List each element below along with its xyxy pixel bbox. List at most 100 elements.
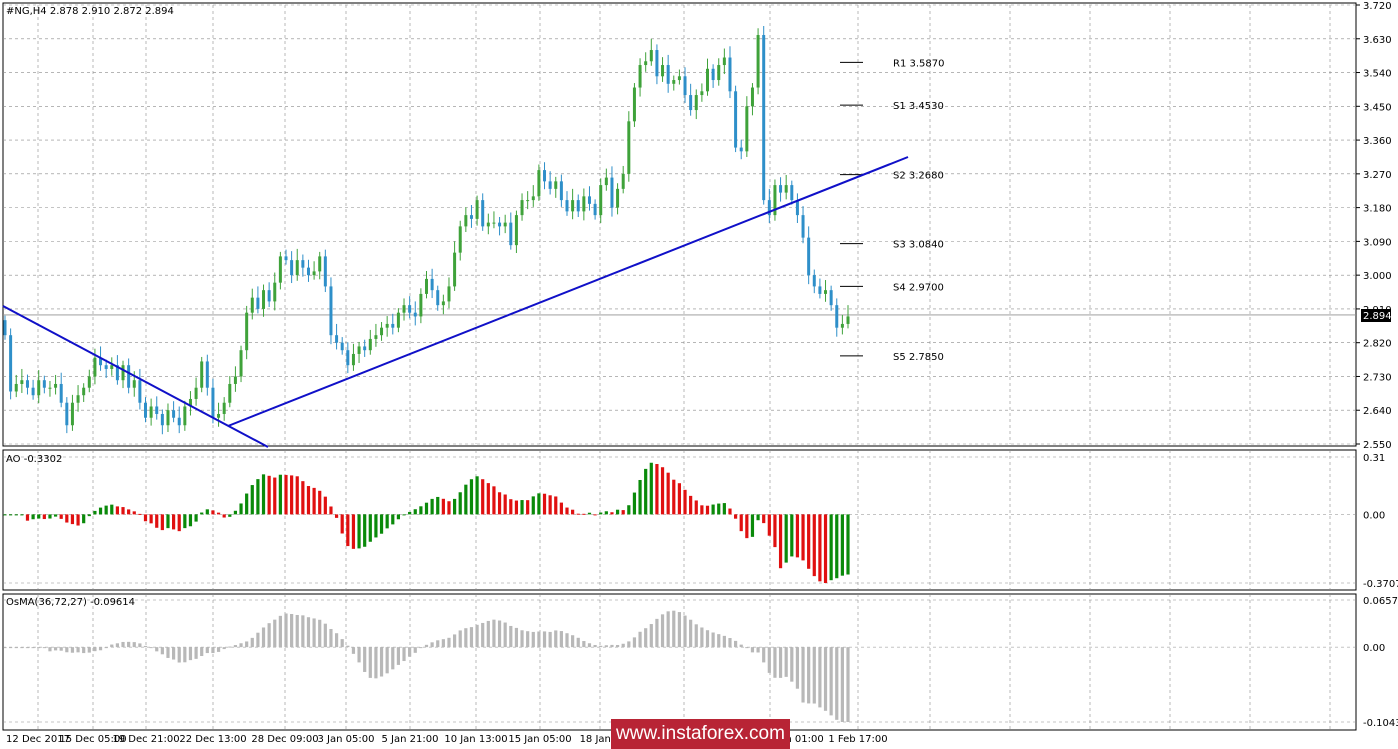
candle-body [582, 196, 586, 212]
candlestick-series[interactable] [3, 26, 850, 435]
candle-body [374, 335, 378, 339]
osma-bar [127, 641, 131, 648]
osma-bar [627, 641, 631, 648]
osma-bar [374, 647, 378, 679]
osma-bar [76, 647, 80, 653]
ao-bar [59, 514, 63, 519]
osma-bar [587, 643, 592, 648]
osma-bar [582, 641, 586, 648]
osma-bar [216, 647, 221, 652]
ao-bar [571, 509, 575, 515]
candle-body [149, 406, 153, 418]
ao-bar [475, 476, 479, 515]
osma-bar [621, 643, 625, 648]
y-tick-label: 3.180 [1363, 204, 1392, 215]
ao-bar [256, 479, 260, 515]
candle-body [464, 215, 468, 227]
ao-bar [385, 514, 389, 529]
candle-body [419, 293, 423, 317]
y-tick-label: 2.550 [1363, 440, 1392, 451]
trendlines[interactable] [2, 156, 909, 448]
ao-bar [660, 467, 665, 515]
osma-bar [239, 643, 243, 648]
osma-bar [818, 647, 822, 708]
candle-body [520, 200, 524, 216]
osma-bar [323, 623, 327, 648]
ao-bar [318, 490, 322, 515]
x-tick-label: 22 Dec 13:00 [179, 734, 246, 745]
ao-bar [424, 502, 429, 515]
candle-body [632, 87, 636, 122]
ao-bar [323, 496, 327, 515]
panel-border [2, 2, 1357, 447]
candle-body [110, 365, 114, 369]
candle-body [683, 76, 687, 96]
ao-bar [334, 514, 339, 518]
y-tick-label: 2.730 [1363, 372, 1392, 383]
osma-bar [306, 617, 311, 648]
ao-bar [216, 512, 221, 515]
osma-bar [132, 642, 136, 648]
candle-body [82, 387, 86, 396]
candle-body [616, 188, 620, 208]
osma-bar [391, 647, 395, 670]
candle-body [183, 406, 187, 426]
osma-bar [222, 647, 226, 650]
ao-bar [115, 506, 119, 515]
candle-body [205, 361, 209, 388]
osma-bar [548, 631, 552, 648]
candle-body [188, 398, 192, 407]
osma-bar [53, 647, 58, 651]
osma-bar [739, 644, 743, 648]
y-tick-label: 3.540 [1363, 69, 1392, 80]
ao-bar [464, 484, 468, 515]
ao-bar [762, 514, 766, 524]
ao-bar [627, 505, 631, 515]
osma-bar [205, 647, 209, 654]
ao-bar [840, 514, 844, 576]
osma-bar [233, 645, 238, 648]
osma-bar [807, 647, 811, 704]
osma-bar [267, 623, 271, 648]
candle-body [14, 383, 18, 392]
osma-bar [531, 631, 535, 648]
ao-bar [503, 494, 507, 515]
ao-header: AO -0.3302 [6, 454, 62, 465]
osma-bar [295, 614, 299, 648]
candle-body [694, 95, 698, 111]
candle-body [621, 173, 625, 189]
osma-bar [762, 647, 766, 663]
watermark[interactable]: www.instaforex.com [611, 719, 790, 749]
osma-bar [778, 647, 783, 678]
osma-bar [188, 647, 193, 661]
ao-bar [672, 479, 676, 515]
osma-bar [453, 634, 457, 648]
ao-bar [408, 511, 412, 515]
y-tick-label: 3.720 [1363, 1, 1392, 12]
osma-bar [183, 647, 187, 663]
osma-bar [20, 647, 24, 649]
osma-bar [722, 635, 726, 648]
candle-body [155, 406, 159, 414]
osma-bar [576, 637, 580, 648]
ao-bar [666, 472, 670, 515]
candle-body [346, 350, 350, 366]
osma-bar [408, 647, 412, 657]
osma-bar [812, 647, 816, 704]
ao-bar [183, 514, 187, 529]
candle-body [469, 215, 473, 219]
ao-bar [98, 507, 103, 515]
osma-bar [436, 640, 440, 648]
candle-body [262, 290, 266, 309]
ao-bar [132, 511, 136, 515]
ao-bar [823, 514, 828, 583]
ao-bar [306, 486, 311, 515]
ao-bar [447, 501, 451, 515]
ao-bar [537, 493, 541, 515]
pivot-label: S3 3.0840 [893, 240, 944, 251]
osma-bar [368, 647, 372, 678]
osma-bar [486, 620, 490, 648]
x-tick-label: 15 Dec 05:00 [59, 734, 126, 745]
ao-bar [739, 514, 743, 532]
ao-bar [3, 514, 7, 516]
